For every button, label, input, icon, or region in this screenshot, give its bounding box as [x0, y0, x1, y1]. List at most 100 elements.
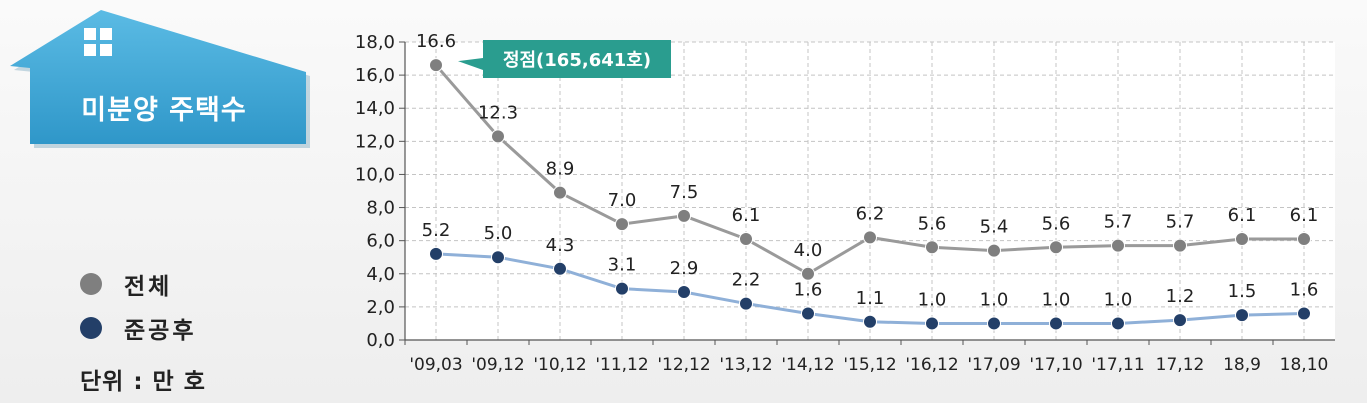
data-label: 6.1	[732, 205, 761, 226]
data-label: 5.7	[1104, 212, 1133, 233]
x-tick-label: '17,10	[1029, 355, 1082, 375]
x-tick-label: 17,12	[1156, 355, 1205, 375]
data-point	[1111, 238, 1125, 253]
x-tick-label: '14,12	[781, 355, 834, 375]
data-point	[1297, 306, 1311, 321]
x-tick-label: '17,09	[967, 355, 1020, 375]
house-shape-icon	[10, 10, 310, 148]
data-point	[739, 296, 753, 311]
data-label: 2.9	[670, 258, 699, 279]
window-icon	[84, 28, 112, 56]
data-label: 16.6	[416, 31, 456, 52]
y-tick-label: 14,0	[355, 98, 395, 119]
data-point	[1049, 316, 1063, 331]
x-tick-label: '17,11	[1091, 355, 1144, 375]
data-label: 4.0	[794, 240, 823, 261]
data-point	[1173, 313, 1187, 328]
data-point	[801, 266, 815, 281]
peak-callout-text: 정점(165,641호)	[503, 50, 651, 71]
x-tick-label: 18,9	[1223, 355, 1261, 375]
data-point	[987, 243, 1001, 258]
data-point	[863, 314, 877, 329]
x-tick-label: 18,10	[1280, 355, 1329, 375]
legend: 전체 준공후	[80, 262, 196, 350]
data-label: 2.2	[732, 270, 761, 291]
x-tick-label: '15,12	[843, 355, 896, 375]
data-label: 1.1	[856, 288, 885, 309]
data-point	[429, 246, 443, 261]
peak-callout	[483, 40, 671, 78]
data-label: 5.0	[484, 223, 513, 244]
data-point	[1235, 308, 1249, 323]
data-point	[1235, 232, 1249, 247]
data-point	[1111, 316, 1125, 331]
y-tick-label: 8,0	[366, 198, 395, 219]
data-label: 1.2	[1166, 286, 1195, 307]
data-label: 1.0	[1104, 289, 1133, 310]
data-label: 5.6	[918, 213, 947, 234]
data-label: 6.2	[856, 203, 885, 224]
x-tick-label: '10,12	[533, 355, 586, 375]
y-tick-label: 16,0	[355, 65, 395, 86]
data-label: 3.1	[608, 255, 637, 276]
data-label: 4.3	[546, 235, 575, 256]
data-label: 1.6	[1290, 280, 1319, 301]
data-point	[677, 284, 691, 299]
data-point	[1173, 238, 1187, 253]
legend-item-completed: 준공후	[80, 306, 196, 350]
y-tick-label: 12,0	[355, 131, 395, 152]
data-label: 5.2	[422, 220, 451, 241]
data-point	[925, 240, 939, 255]
data-point	[987, 316, 1001, 331]
data-label: 1.5	[1228, 281, 1257, 302]
x-tick-label: '09,12	[471, 355, 524, 375]
x-tick-label: '09,03	[409, 355, 462, 375]
legend-item-total: 전체	[80, 262, 196, 306]
y-tick-label: 2,0	[366, 297, 395, 318]
data-point	[429, 58, 443, 73]
y-tick-label: 18,0	[355, 32, 395, 53]
x-tick-label: '16,12	[905, 355, 958, 375]
y-tick-label: 10,0	[355, 164, 395, 185]
chart-title: 미분양 주택수	[81, 95, 247, 126]
legend-label-total: 전체	[124, 274, 173, 300]
data-label: 6.1	[1290, 205, 1319, 226]
legend-marker-total	[80, 273, 102, 295]
legend-marker-completed	[80, 317, 102, 339]
data-point	[863, 230, 877, 245]
x-tick-label: '11,12	[595, 355, 648, 375]
data-point	[925, 316, 939, 331]
x-tick-label: '12,12	[657, 355, 710, 375]
data-label: 1.0	[980, 289, 1009, 310]
unit-label: 단위 : 만 호	[80, 369, 206, 395]
data-point	[677, 208, 691, 223]
data-label: 5.4	[980, 217, 1009, 238]
data-point	[553, 261, 567, 276]
data-point	[491, 250, 505, 265]
y-tick-label: 6,0	[366, 231, 395, 252]
callout-pointer	[458, 58, 483, 70]
x-tick-label: '13,12	[719, 355, 772, 375]
data-point	[553, 185, 567, 200]
data-label: 6.1	[1228, 205, 1257, 226]
data-point	[615, 281, 629, 296]
data-label: 12.3	[478, 102, 518, 123]
data-label: 5.7	[1166, 212, 1195, 233]
legend-label-completed: 준공후	[124, 318, 197, 344]
y-tick-label: 0,0	[366, 330, 395, 351]
data-label: 7.0	[608, 190, 637, 211]
data-point	[491, 129, 505, 144]
data-point	[615, 217, 629, 232]
data-label: 5.6	[1042, 213, 1071, 234]
data-label: 8.9	[546, 159, 575, 180]
data-label: 7.5	[670, 182, 699, 203]
y-tick-label: 4,0	[366, 264, 395, 285]
data-label: 1.6	[794, 280, 823, 301]
data-point	[801, 306, 815, 321]
data-label: 1.0	[918, 289, 947, 310]
data-point	[1049, 240, 1063, 255]
data-label: 1.0	[1042, 289, 1071, 310]
data-point	[739, 232, 753, 247]
data-point	[1297, 232, 1311, 247]
